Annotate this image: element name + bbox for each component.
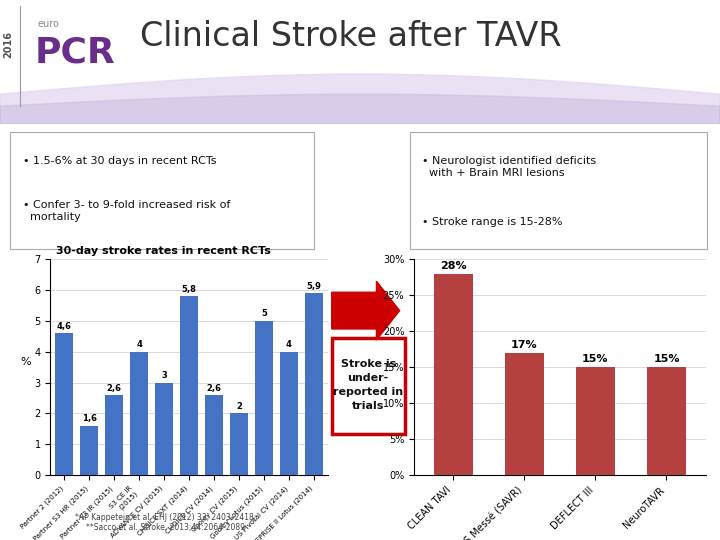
Text: 5,9: 5,9 xyxy=(307,282,321,291)
Text: • Stroke range is 15-28%: • Stroke range is 15-28% xyxy=(422,217,562,227)
Bar xyxy=(255,321,273,475)
Text: 2,6: 2,6 xyxy=(207,383,222,393)
FancyBboxPatch shape xyxy=(332,338,405,434)
Bar xyxy=(105,395,123,475)
Y-axis label: %: % xyxy=(21,357,32,367)
Text: Stroke is
under-
reported in
trials: Stroke is under- reported in trials xyxy=(333,359,403,411)
Text: 3: 3 xyxy=(161,371,167,380)
Bar xyxy=(280,352,297,475)
FancyBboxPatch shape xyxy=(10,132,314,248)
Text: euro: euro xyxy=(38,19,60,29)
Text: • 1.5-6% at 30 days in recent RCTs: • 1.5-6% at 30 days in recent RCTs xyxy=(23,157,217,166)
Text: • Neurologist identified deficits
  with + Brain MRI lesions: • Neurologist identified deficits with +… xyxy=(422,157,596,178)
FancyArrow shape xyxy=(332,281,400,340)
Text: 4,6: 4,6 xyxy=(57,322,71,331)
Text: 2: 2 xyxy=(236,402,242,411)
Bar xyxy=(55,333,73,475)
Text: Clinical Stroke after TAVR: Clinical Stroke after TAVR xyxy=(140,19,562,52)
Text: *AP Kappetein et al. EHJ (2012) 33, 2403–2418;
**Sacco et al. Stroke. 2013;44:20: *AP Kappetein et al. EHJ (2012) 33, 2403… xyxy=(75,512,256,532)
Bar xyxy=(647,367,686,475)
Bar xyxy=(180,296,198,475)
Text: 30-day stroke rates in recent RCTs: 30-day stroke rates in recent RCTs xyxy=(56,246,271,255)
Text: PCR: PCR xyxy=(35,35,116,69)
FancyBboxPatch shape xyxy=(410,132,706,248)
Text: • Confer 3- to 9-fold increased risk of
  mortality: • Confer 3- to 9-fold increased risk of … xyxy=(23,200,230,221)
Bar xyxy=(505,353,544,475)
Bar xyxy=(305,293,323,475)
Text: 5: 5 xyxy=(261,309,267,319)
Bar xyxy=(130,352,148,475)
Text: 2016: 2016 xyxy=(3,31,13,58)
Text: 2,6: 2,6 xyxy=(107,383,122,393)
Bar xyxy=(576,367,615,475)
Text: 17%: 17% xyxy=(511,340,538,350)
Text: 15%: 15% xyxy=(582,354,608,364)
Text: 4: 4 xyxy=(286,340,292,349)
Text: 5,8: 5,8 xyxy=(181,285,197,294)
Text: 15%: 15% xyxy=(653,354,680,364)
Bar xyxy=(230,414,248,475)
Text: 28%: 28% xyxy=(440,261,467,271)
Bar xyxy=(81,426,98,475)
Bar xyxy=(156,383,173,475)
Bar xyxy=(433,274,472,475)
Text: 4: 4 xyxy=(136,340,142,349)
Text: 1,6: 1,6 xyxy=(81,414,96,423)
Bar xyxy=(205,395,222,475)
